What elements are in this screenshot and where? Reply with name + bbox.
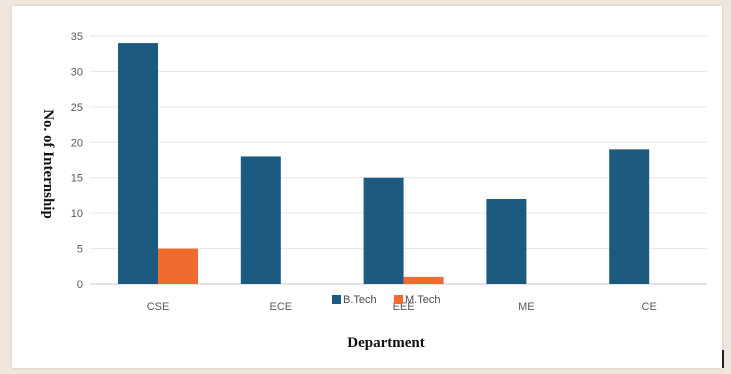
y-tick-label-30: 30 [71, 66, 83, 78]
x-tick-label-cse: CSE [147, 301, 170, 313]
y-tick-label-20: 20 [71, 137, 83, 149]
x-tick-label-ce: CE [642, 301, 657, 313]
x-tick-label-ece: ECE [269, 301, 292, 313]
y-axis-ticks: 0 5 10 15 20 25 30 35 [71, 31, 83, 291]
bar-m-tech-cse[interactable] [158, 248, 198, 284]
bar-b-tech-me[interactable] [486, 198, 527, 284]
y-tick-label-10: 10 [71, 208, 83, 220]
legend-swatch-b-tech [332, 295, 341, 304]
y-tick-label-35: 35 [71, 31, 83, 43]
x-tick-label-me: ME [518, 301, 535, 313]
bar-b-tech-ce[interactable] [609, 149, 650, 284]
y-tick-label-25: 25 [71, 102, 83, 114]
bar-b-tech-ece[interactable] [240, 156, 281, 284]
x-axis-title: Department [347, 335, 424, 351]
x-axis-ticks: CSE ECE EEE ME CE [147, 301, 657, 313]
y-tick-label-15: 15 [71, 173, 83, 185]
y-tick-label-0: 0 [77, 279, 83, 291]
bar-m-tech-eee[interactable] [403, 276, 444, 284]
legend-label-b-tech[interactable]: B.Tech [343, 294, 377, 306]
text-cursor [722, 350, 724, 368]
y-tick-label-5: 5 [77, 244, 83, 256]
bar-b-tech-eee[interactable] [363, 177, 404, 284]
y-axis-title: No. of Internship [40, 109, 56, 219]
chart-frame: 0 5 10 15 20 25 30 35 CSE ECE EEE ME CE B.Tech M.Tec… [12, 6, 722, 368]
legend-label-m-tech[interactable]: M.Tech [405, 294, 440, 306]
bar-b-tech-cse[interactable] [118, 43, 158, 285]
legend[interactable]: B.Tech M.Tech [332, 294, 440, 306]
legend-swatch-m-tech [394, 295, 403, 304]
bars [118, 43, 650, 285]
